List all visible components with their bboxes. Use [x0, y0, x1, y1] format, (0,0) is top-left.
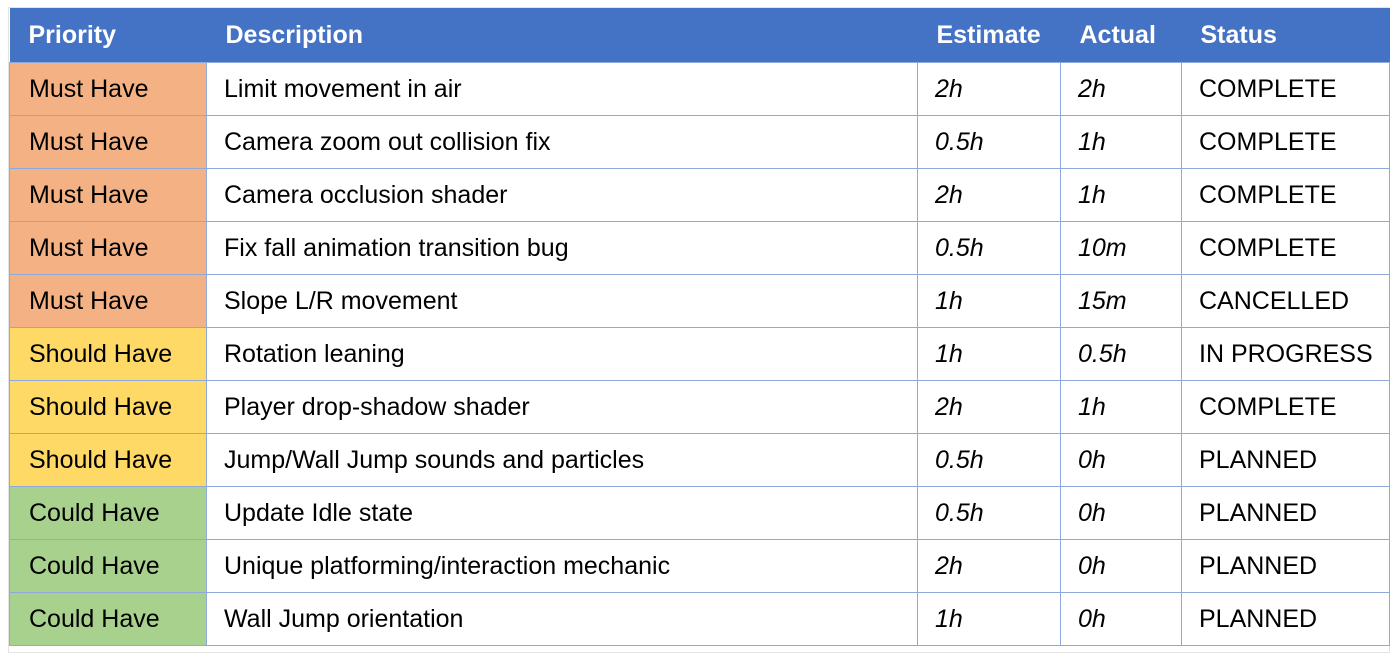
status-cell: PLANNED: [1181, 592, 1390, 646]
table-row: Could Have Unique platforming/interaction…: [9, 539, 1390, 593]
priority-cell: Must Have: [9, 274, 207, 328]
table-row: Should Have Jump/Wall Jump sounds and par…: [9, 433, 1390, 487]
priority-cell: Must Have: [9, 115, 207, 169]
table-row: Must Have Fix fall animation transition b…: [9, 221, 1390, 275]
priority-cell: Must Have: [9, 168, 207, 222]
description-cell: Wall Jump orientation: [206, 592, 918, 646]
status-cell: COMPLETE: [1181, 115, 1390, 169]
actual-cell: 10m: [1060, 221, 1182, 275]
description-cell: Camera occlusion shader: [206, 168, 918, 222]
description-cell: Rotation leaning: [206, 327, 918, 381]
actual-cell: 1h: [1060, 115, 1182, 169]
priority-cell: Must Have: [9, 62, 207, 116]
table-header-row: Priority Description Estimate Actual Sta…: [9, 8, 1390, 63]
estimate-cell: 1h: [917, 327, 1061, 381]
task-table-container: Priority Description Estimate Actual Sta…: [9, 8, 1390, 652]
status-cell: PLANNED: [1181, 486, 1390, 540]
description-cell: Fix fall animation transition bug: [206, 221, 918, 275]
priority-cell: Could Have: [9, 592, 207, 646]
table-row: Must Have Camera zoom out collision fix 0.…: [9, 115, 1390, 169]
status-cell: IN PROGRESS: [1181, 327, 1390, 381]
estimate-cell: 2h: [917, 168, 1061, 222]
table-row: Must Have Slope L/R movement 1h 15m CANCELLE…: [9, 274, 1390, 328]
actual-cell: 1h: [1060, 380, 1182, 434]
description-cell: Limit movement in air: [206, 62, 918, 116]
header-priority: Priority: [9, 8, 207, 63]
estimate-cell: 0.5h: [917, 115, 1061, 169]
table-row: Should Have Player drop-shadow shader 2h 1h…: [9, 380, 1390, 434]
estimate-cell: 2h: [917, 539, 1061, 593]
status-cell: COMPLETE: [1181, 168, 1390, 222]
description-cell: Unique platforming/interaction mechanic: [206, 539, 918, 593]
table-row: Could Have Update Idle state 0.5h 0h PLANNED: [9, 486, 1390, 540]
estimate-cell: 1h: [917, 274, 1061, 328]
priority-cell: Should Have: [9, 380, 207, 434]
priority-cell: Must Have: [9, 221, 207, 275]
actual-cell: 0.5h: [1060, 327, 1182, 381]
description-cell: Slope L/R movement: [206, 274, 918, 328]
estimate-cell: 0.5h: [917, 221, 1061, 275]
estimate-cell: 2h: [917, 380, 1061, 434]
task-table: Priority Description Estimate Actual Sta…: [9, 8, 1390, 646]
status-cell: COMPLETE: [1181, 62, 1390, 116]
estimate-cell: 0.5h: [917, 486, 1061, 540]
priority-cell: Should Have: [9, 433, 207, 487]
table-row: Should Have Rotation leaning 1h 0.5h IN PROG…: [9, 327, 1390, 381]
actual-cell: 0h: [1060, 592, 1182, 646]
table-row: Must Have Limit movement in air 2h 2h COMPLE…: [9, 62, 1390, 116]
status-cell: COMPLETE: [1181, 380, 1390, 434]
status-cell: PLANNED: [1181, 539, 1390, 593]
status-cell: PLANNED: [1181, 433, 1390, 487]
estimate-cell: 2h: [917, 62, 1061, 116]
header-actual: Actual: [1060, 8, 1182, 63]
estimate-cell: 0.5h: [917, 433, 1061, 487]
priority-cell: Should Have: [9, 327, 207, 381]
priority-cell: Could Have: [9, 539, 207, 593]
description-cell: Player drop-shadow shader: [206, 380, 918, 434]
actual-cell: 1h: [1060, 168, 1182, 222]
actual-cell: 0h: [1060, 486, 1182, 540]
priority-cell: Could Have: [9, 486, 207, 540]
status-cell: COMPLETE: [1181, 221, 1390, 275]
header-estimate: Estimate: [917, 8, 1061, 63]
actual-cell: 0h: [1060, 539, 1182, 593]
table-row: Must Have Camera occlusion shader 2h 1h COMP…: [9, 168, 1390, 222]
header-status: Status: [1181, 8, 1390, 63]
description-cell: Update Idle state: [206, 486, 918, 540]
description-cell: Camera zoom out collision fix: [206, 115, 918, 169]
actual-cell: 0h: [1060, 433, 1182, 487]
actual-cell: 2h: [1060, 62, 1182, 116]
estimate-cell: 1h: [917, 592, 1061, 646]
status-cell: CANCELLED: [1181, 274, 1390, 328]
description-cell: Jump/Wall Jump sounds and particles: [206, 433, 918, 487]
header-description: Description: [206, 8, 918, 63]
table-row: Could Have Wall Jump orientation 1h 0h PLANN…: [9, 592, 1390, 646]
actual-cell: 15m: [1060, 274, 1182, 328]
